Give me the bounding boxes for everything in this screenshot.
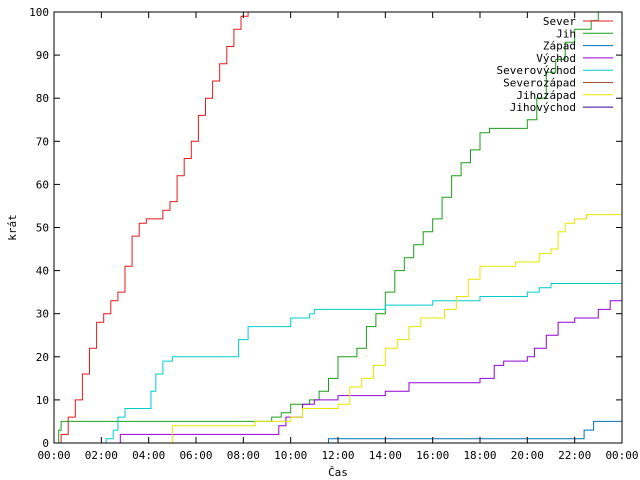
y-tick-label: 10 (36, 394, 49, 407)
x-tick-label: 00:00 (605, 449, 638, 462)
series-line-4 (54, 279, 622, 443)
series-line-3 (54, 296, 622, 443)
legend-label: Jihovýchod (510, 101, 576, 114)
x-axis-label: Čas (328, 466, 348, 479)
y-tick-label: 30 (36, 308, 49, 321)
series-line-6 (54, 205, 622, 443)
x-tick-label: 18:00 (463, 449, 496, 462)
x-tick-label: 22:00 (558, 449, 591, 462)
y-tick-label: 80 (36, 92, 49, 105)
x-axis-ticks: 00:00 02:00 04:00 06:00 08:00 10:00 12:00 14:00… (37, 12, 639, 462)
x-tick-label: 04:00 (132, 449, 165, 462)
y-tick-label: 100 (29, 6, 49, 19)
x-tick-label: 00:00 (37, 449, 70, 462)
y-tick-label: 60 (36, 178, 49, 191)
y-tick-label: 0 (42, 437, 49, 450)
y-tick-label: 90 (36, 49, 49, 62)
y-tick-label: 70 (36, 135, 49, 148)
legend-label: Západ (543, 40, 576, 53)
x-tick-label: 10:00 (274, 449, 307, 462)
x-tick-label: 20:00 (511, 449, 544, 462)
x-tick-label: 02:00 (85, 449, 118, 462)
y-axis-ticks: 0 10 20 30 40 50 60 70 80 90 100 (29, 6, 622, 450)
series-line-2 (54, 420, 622, 443)
series-line-1 (54, 11, 613, 443)
x-tick-label: 14:00 (369, 449, 402, 462)
legend-label: Severovýchod (497, 64, 576, 77)
y-tick-label: 20 (36, 351, 49, 364)
x-tick-label: 08:00 (227, 449, 260, 462)
legend-label: Sever (543, 15, 576, 28)
x-tick-label: 16:00 (416, 449, 449, 462)
x-tick-label: 12:00 (321, 449, 354, 462)
y-tick-label: 40 (36, 265, 49, 278)
legend-label: Jih (556, 27, 576, 40)
series-line-0 (54, 11, 251, 443)
legend-label: Severozápad (503, 77, 576, 90)
legend: SeverJihZápadVýchodSeverovýchodSeverozáp… (497, 15, 613, 114)
y-axis-label: krát (6, 214, 19, 241)
legend-label: Jihozápad (516, 89, 576, 102)
y-tick-label: 50 (36, 222, 49, 235)
x-tick-label: 06:00 (179, 449, 212, 462)
plot-lines (54, 11, 622, 443)
legend-label: Východ (536, 52, 576, 65)
